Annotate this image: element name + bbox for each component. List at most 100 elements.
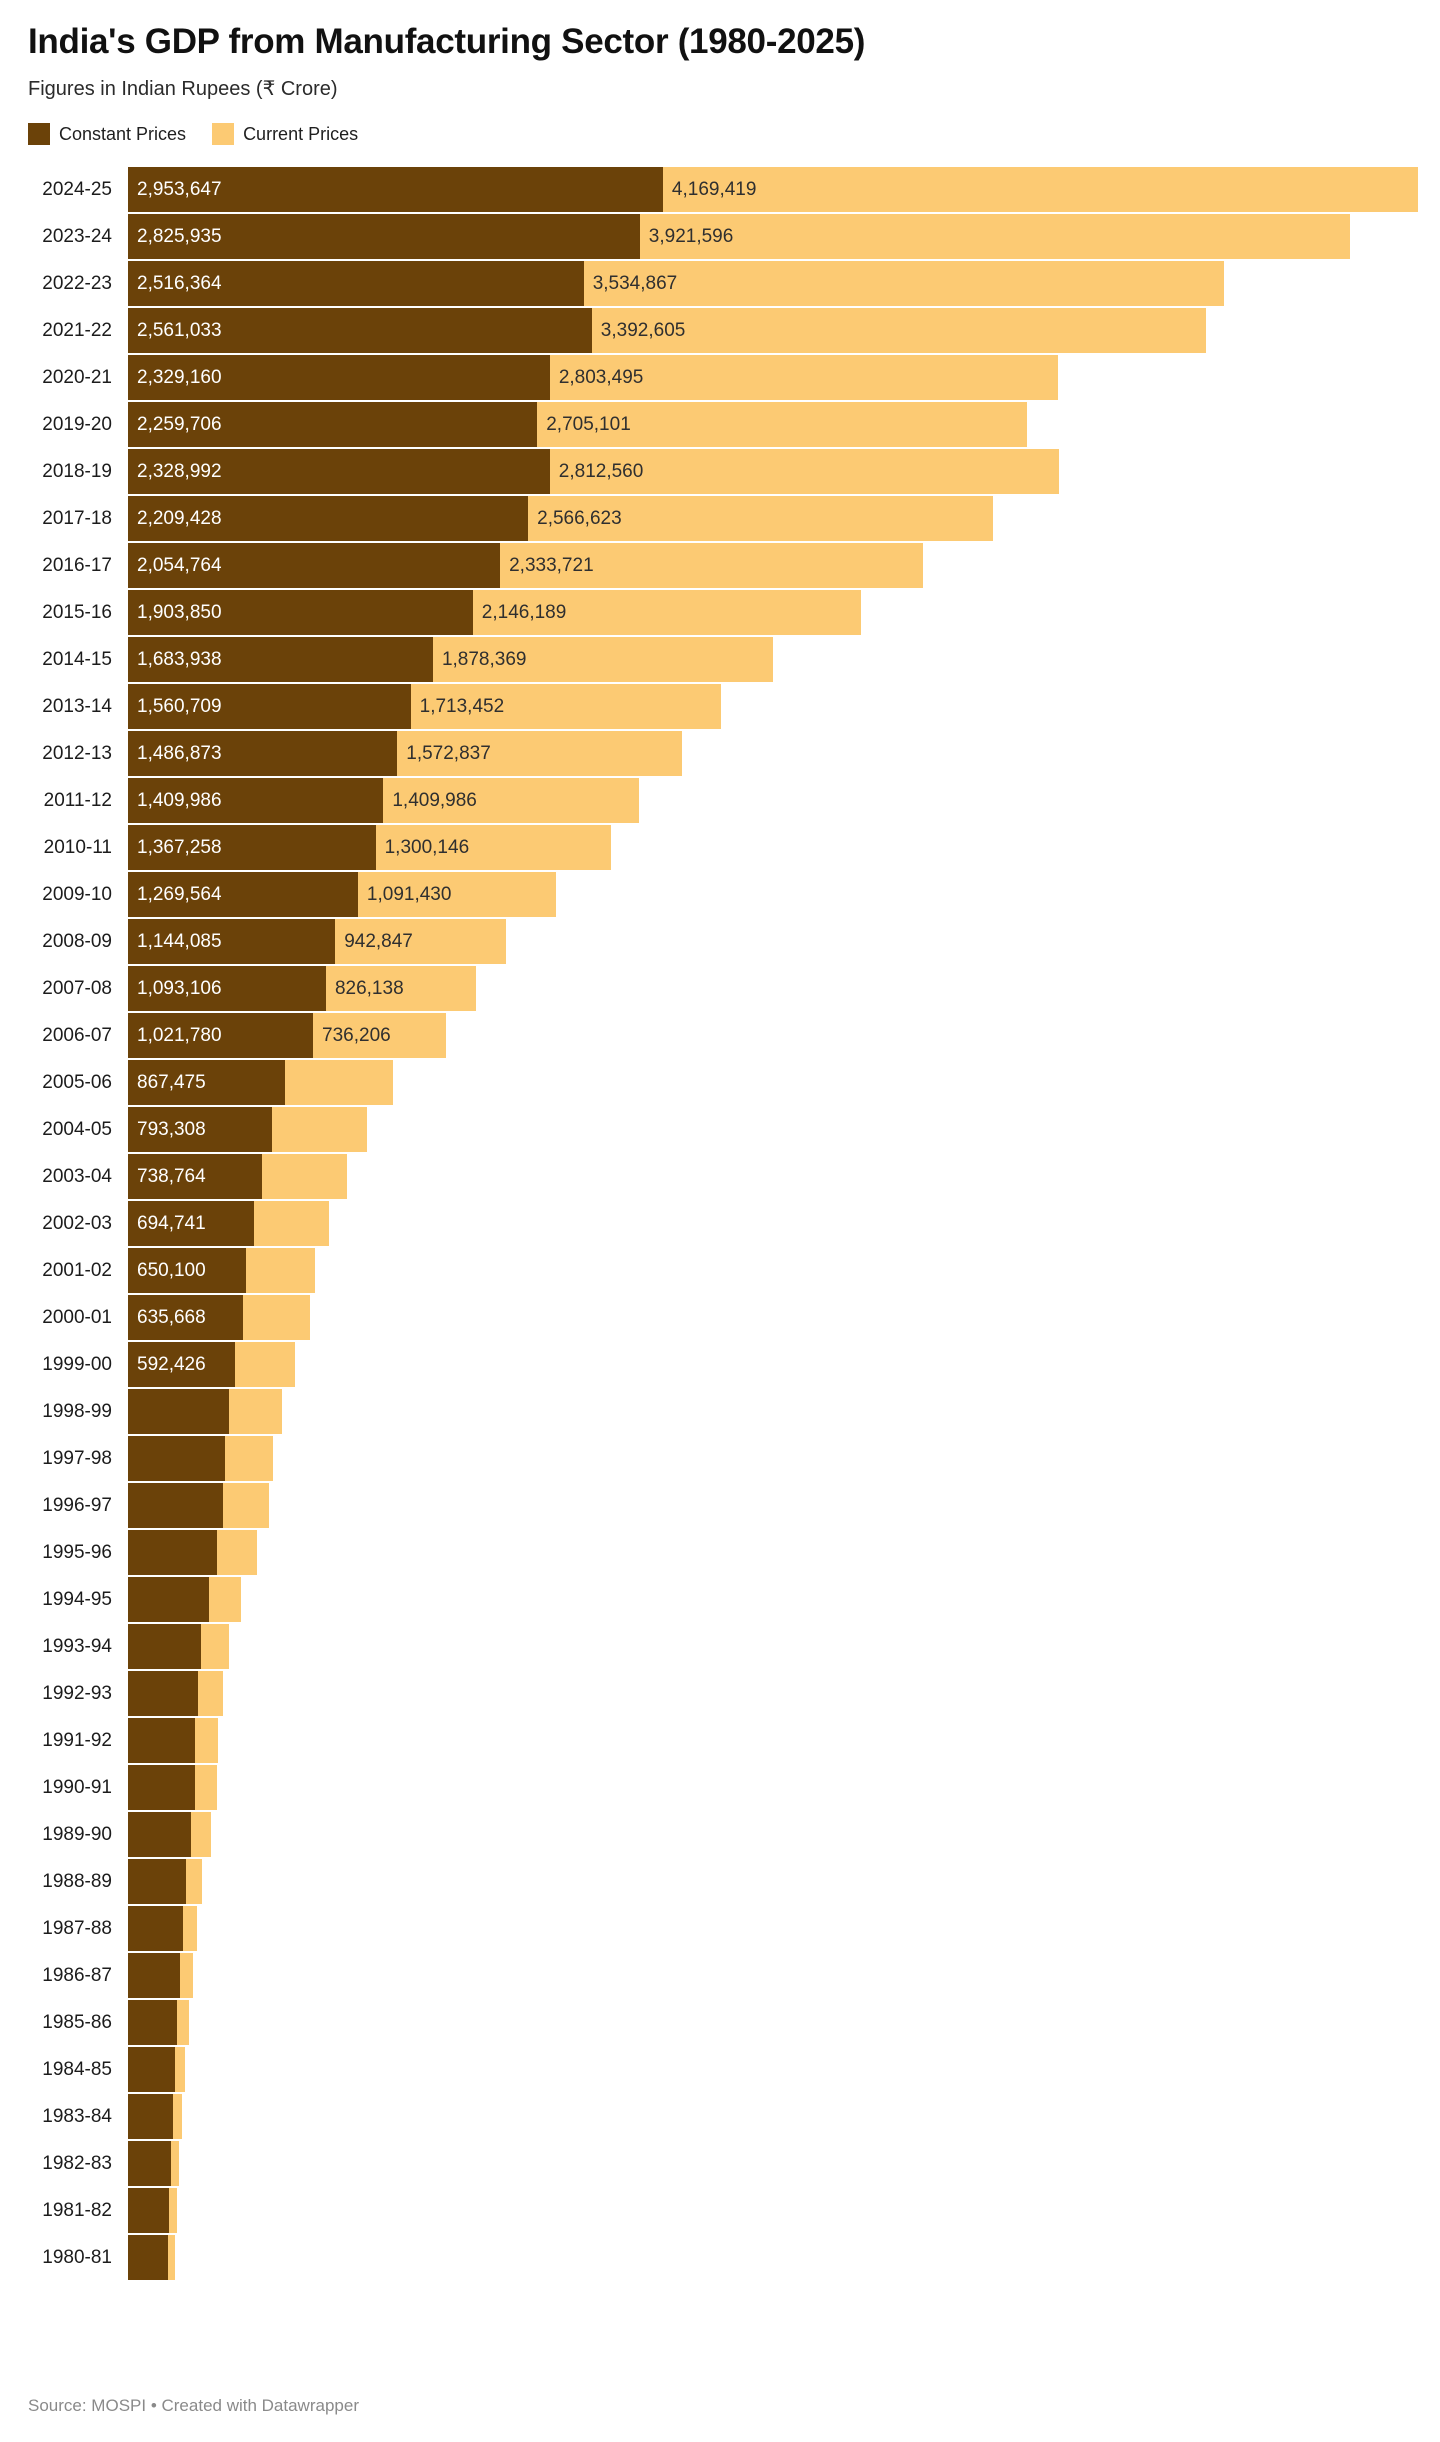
bar-segment-current[interactable]: 2,566,623 (528, 496, 993, 542)
bar-row[interactable]: 2009-10 1,269,564 1,091,430 (28, 872, 1412, 918)
bar-row[interactable]: 1999-00 592,426 (28, 1342, 1412, 1388)
bar-row[interactable]: 1990-91 (28, 1765, 1412, 1811)
bar-row[interactable]: 1980-81 (28, 2235, 1412, 2281)
bar-segment-constant[interactable]: 2,259,706 (128, 402, 538, 448)
bar-segment-constant[interactable]: 1,486,873 (128, 731, 398, 777)
bar-segment-current[interactable] (243, 1295, 310, 1341)
bar-row[interactable]: 2024-25 2,953,647 4,169,419 (28, 167, 1418, 213)
bar-row[interactable]: 1997-98 (28, 1436, 1412, 1482)
bar-segment-constant[interactable] (128, 1530, 217, 1576)
bar-segment-current[interactable] (201, 1624, 229, 1670)
bar-segment-constant[interactable] (128, 2000, 178, 2046)
bar-segment-current[interactable] (169, 2188, 177, 2234)
bar-segment-current[interactable]: 3,392,605 (591, 308, 1207, 354)
bar-row[interactable]: 1993-94 (28, 1624, 1412, 1670)
bar-segment-current[interactable] (253, 1201, 329, 1247)
bar-segment-constant[interactable] (128, 1624, 202, 1670)
bar-segment-current[interactable]: 2,333,721 (500, 543, 923, 589)
bar-row[interactable]: 2005-06 867,475 (28, 1060, 1412, 1106)
bar-segment-current[interactable] (195, 1718, 219, 1764)
bar-segment-current[interactable] (172, 2094, 183, 2140)
bar-row[interactable]: 2012-13 1,486,873 1,572,837 (28, 731, 1412, 777)
bar-segment-constant[interactable] (128, 2235, 169, 2281)
bar-row[interactable]: 1982-83 (28, 2141, 1412, 2187)
bar-segment-current[interactable]: 1,409,986 (383, 778, 639, 824)
bar-segment-current[interactable]: 4,169,419 (662, 167, 1418, 213)
bar-row[interactable]: 2010-11 1,367,258 1,300,146 (28, 825, 1412, 871)
bar-segment-current[interactable] (177, 2000, 189, 2046)
bar-segment-constant[interactable] (128, 2094, 173, 2140)
bar-row[interactable]: 2008-09 1,144,085 942,847 (28, 919, 1412, 965)
bar-segment-constant[interactable] (128, 1718, 196, 1764)
bar-segment-constant[interactable]: 2,825,935 (128, 214, 640, 260)
bar-segment-current[interactable] (174, 2047, 186, 2093)
bar-segment-constant[interactable]: 1,903,850 (128, 590, 473, 636)
bar-segment-constant[interactable]: 2,516,364 (128, 261, 584, 307)
bar-row[interactable]: 2001-02 650,100 (28, 1248, 1412, 1294)
bar-row[interactable]: 1988-89 (28, 1859, 1412, 1905)
bar-row[interactable]: 1984-85 (28, 2047, 1412, 2093)
bar-segment-constant[interactable]: 2,953,647 (128, 167, 663, 213)
bar-row[interactable]: 1981-82 (28, 2188, 1412, 2234)
bar-row[interactable]: 2022-23 2,516,364 3,534,867 (28, 261, 1412, 307)
bar-row[interactable]: 1983-84 (28, 2094, 1412, 2140)
bar-segment-constant[interactable] (128, 1389, 229, 1435)
bar-segment-current[interactable]: 826,138 (325, 966, 476, 1012)
bar-row[interactable]: 2011-12 1,409,986 1,409,986 (28, 778, 1412, 824)
bar-segment-constant[interactable]: 2,561,033 (128, 308, 592, 354)
bar-row[interactable]: 2021-22 2,561,033 3,392,605 (28, 308, 1412, 354)
bar-segment-current[interactable] (198, 1671, 223, 1717)
bar-row[interactable]: 1996-97 (28, 1483, 1412, 1529)
bar-segment-constant[interactable] (128, 1953, 180, 1999)
bar-segment-current[interactable]: 736,206 (313, 1013, 447, 1059)
bar-segment-current[interactable] (285, 1060, 393, 1106)
bar-row[interactable]: 1985-86 (28, 2000, 1412, 2046)
bar-segment-current[interactable] (168, 2235, 176, 2281)
bar-row[interactable]: 2016-17 2,054,764 2,333,721 (28, 543, 1412, 589)
bar-row[interactable]: 2003-04 738,764 (28, 1154, 1412, 1200)
bar-segment-current[interactable] (182, 1906, 197, 1952)
bar-segment-constant[interactable] (128, 1483, 223, 1529)
bar-segment-current[interactable] (170, 2141, 179, 2187)
bar-segment-constant[interactable] (128, 2047, 175, 2093)
bar-row[interactable]: 2015-16 1,903,850 2,146,189 (28, 590, 1412, 636)
bar-segment-current[interactable] (216, 1530, 257, 1576)
bar-segment-constant[interactable] (128, 2141, 171, 2187)
bar-segment-constant[interactable]: 635,668 (128, 1295, 244, 1341)
bar-segment-current[interactable] (194, 1765, 217, 1811)
bar-segment-current[interactable]: 2,146,189 (472, 590, 862, 636)
legend-item-constant[interactable]: Constant Prices (28, 123, 186, 146)
bar-segment-constant[interactable] (128, 1671, 199, 1717)
bar-segment-constant[interactable]: 867,475 (128, 1060, 286, 1106)
bar-segment-current[interactable]: 1,572,837 (397, 731, 683, 777)
bar-row[interactable]: 1986-87 (28, 1953, 1412, 1999)
bar-row[interactable]: 1994-95 (28, 1577, 1412, 1623)
bar-segment-constant[interactable]: 694,741 (128, 1201, 254, 1247)
bar-row[interactable]: 2023-24 2,825,935 3,921,596 (28, 214, 1412, 260)
bar-row[interactable]: 1992-93 (28, 1671, 1412, 1717)
bar-row[interactable]: 2007-08 1,093,106 826,138 (28, 966, 1412, 1012)
bar-segment-constant[interactable]: 2,328,992 (128, 449, 550, 495)
bar-segment-constant[interactable]: 1,367,258 (128, 825, 376, 871)
bar-segment-constant[interactable]: 1,683,938 (128, 637, 433, 683)
bar-row[interactable]: 1987-88 (28, 1906, 1412, 1952)
bar-segment-current[interactable]: 1,300,146 (375, 825, 612, 871)
legend-item-current[interactable]: Current Prices (212, 123, 358, 146)
bar-segment-constant[interactable]: 1,560,709 (128, 684, 411, 730)
bar-row[interactable]: 2019-20 2,259,706 2,705,101 (28, 402, 1412, 448)
bar-segment-current[interactable]: 2,803,495 (549, 355, 1058, 401)
bar-segment-constant[interactable]: 738,764 (128, 1154, 262, 1200)
bar-row[interactable]: 2020-21 2,329,160 2,803,495 (28, 355, 1412, 401)
bar-segment-constant[interactable] (128, 2188, 170, 2234)
bar-segment-current[interactable] (222, 1483, 270, 1529)
bar-row[interactable]: 2002-03 694,741 (28, 1201, 1412, 1247)
bar-segment-current[interactable]: 942,847 (335, 919, 506, 965)
bar-segment-current[interactable]: 1,878,369 (432, 637, 774, 683)
bar-segment-current[interactable] (261, 1154, 348, 1200)
bar-segment-constant[interactable]: 1,021,780 (128, 1013, 314, 1059)
bar-segment-current[interactable]: 2,705,101 (537, 402, 1028, 448)
bar-segment-constant[interactable]: 1,409,986 (128, 778, 384, 824)
bar-row[interactable]: 2013-14 1,560,709 1,713,452 (28, 684, 1412, 730)
bar-segment-constant[interactable] (128, 1812, 192, 1858)
bar-segment-constant[interactable] (128, 1577, 209, 1623)
